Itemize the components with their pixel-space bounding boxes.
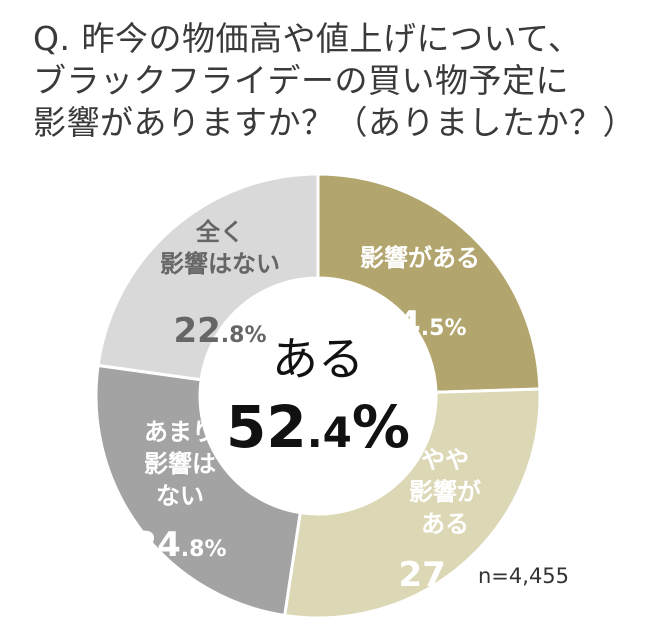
slice-value-3: 24.8%: [133, 525, 226, 565]
slice-value-1-part-1: 24: [373, 304, 420, 344]
slice-label-2-line-1: やや: [421, 446, 469, 474]
question-line-3: 影響がありますか？（ありましたか？）: [33, 103, 636, 142]
donut-slices: [94, 172, 542, 620]
question-line-2: ブラックフライデーの買い物予定に: [33, 61, 569, 100]
slice-value-2-part-2: .9: [446, 567, 470, 592]
question-title: Q. 昨今の物価高や値上げについて、 ブラックフライデーの買い物予定に 影響があ…: [33, 18, 636, 144]
slice-label-4-line-2: 影響はない: [160, 250, 280, 278]
question-line-1: Q. 昨今の物価高や値上げについて、: [33, 19, 582, 58]
slice-labels: 影響がある24.5%やや影響がある27.9%あまり影響はない24.8%全く影響は…: [133, 218, 491, 595]
slice-label-3-line-1: あまり: [144, 418, 216, 446]
slice-value-2-part-3: %: [469, 567, 491, 592]
slice-value-1-part-2: .5: [421, 316, 445, 341]
slice-value-4-part-3: %: [244, 323, 266, 348]
slice-value-4-part-2: .8: [221, 323, 245, 348]
center-label: ある: [272, 332, 364, 386]
slice-label-2-line-3: ある: [421, 510, 469, 538]
slice-value-1: 24.5%: [373, 304, 466, 344]
slice-label-3-line-3: ない: [156, 482, 204, 510]
slice-value-1-part-3: %: [444, 316, 466, 341]
slice-label-1-line-1: 影響がある: [360, 244, 480, 272]
center-value: 52.4%: [226, 393, 410, 461]
donut-slice-4: [96, 172, 320, 382]
center-summary: ある 52.4%: [226, 332, 410, 461]
slice-label-2-line-2: 影響が: [409, 478, 481, 506]
slice-value-4-part-1: 22: [173, 311, 220, 351]
slice-value-4: 22.8%: [173, 311, 266, 351]
slice-value-3-part-1: 24: [133, 525, 180, 565]
sample-size-note: n=4,455: [478, 564, 570, 588]
slice-value-2: 27.9%: [398, 555, 491, 595]
donut-slice-3: [94, 363, 302, 618]
donut-slice-1: [316, 172, 542, 394]
slice-value-2-part-1: 27: [398, 555, 445, 595]
center-value-unit: %: [352, 393, 410, 461]
slice-value-3-part-3: %: [204, 537, 226, 562]
center-value-dec: .4: [307, 408, 352, 457]
donut-slice-2: [282, 387, 542, 620]
slice-value-3-part-2: .8: [181, 537, 205, 562]
slice-label-3-line-2: 影響は: [144, 450, 216, 478]
slice-label-4-line-1: 全く: [195, 218, 244, 246]
center-value-int: 52: [226, 393, 307, 461]
